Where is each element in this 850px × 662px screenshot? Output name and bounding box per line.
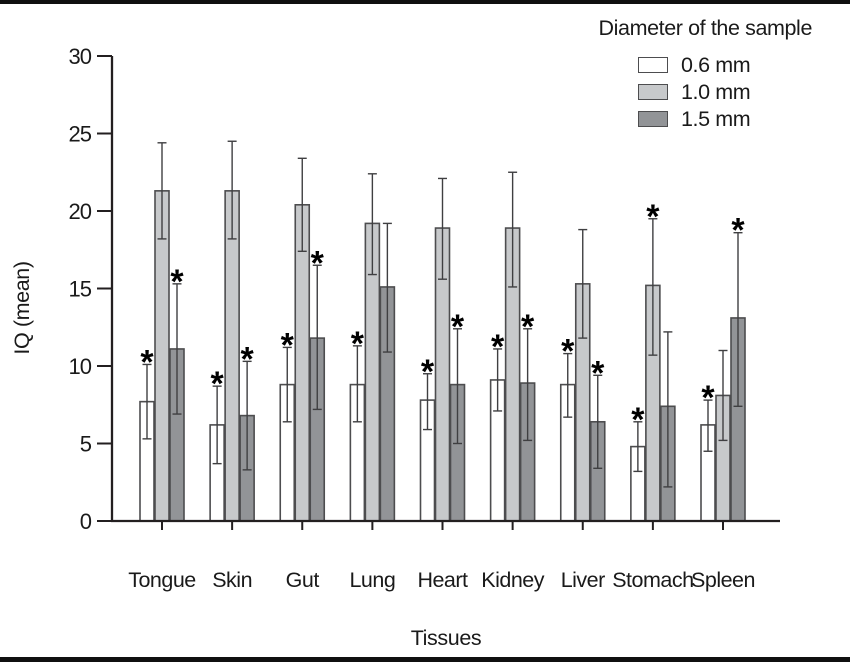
x-tick-label: Spleen [691, 568, 755, 592]
legend-label-0-6mm: 0.6 mm [681, 52, 751, 77]
significance-marker: * [421, 353, 435, 391]
significance-marker: * [170, 263, 184, 301]
significance-marker: * [451, 308, 465, 346]
y-tick-label: 20 [69, 199, 92, 224]
significance-marker: * [731, 212, 745, 250]
significance-marker: * [241, 340, 255, 378]
y-tick-label: 15 [69, 277, 92, 302]
x-tick-label: Skin [212, 568, 252, 592]
y-tick-label: 30 [69, 44, 92, 69]
bar [154, 190, 170, 522]
y-tick-label: 5 [80, 432, 92, 457]
legend-swatch-1-0mm [638, 84, 668, 100]
significance-marker: * [281, 326, 295, 364]
legend-label-1-5mm: 1.5 mm [681, 106, 751, 131]
x-axis-title: Tissues [410, 626, 482, 650]
significance-marker: * [631, 401, 645, 439]
x-tick-label: Heart [417, 568, 468, 592]
legend-swatch-1-5mm [638, 111, 668, 127]
x-tick-label: Gut [286, 568, 320, 592]
legend-label-1-0mm: 1.0 mm [681, 79, 751, 104]
significance-marker: * [491, 328, 505, 366]
x-tick-label: Lung [349, 568, 395, 592]
significance-marker: * [351, 325, 365, 363]
bar [224, 190, 240, 522]
top-border [0, 0, 850, 4]
legend-swatch-0-6mm [638, 57, 668, 73]
y-tick-label: 10 [69, 354, 92, 379]
significance-marker: * [561, 333, 575, 371]
significance-marker: * [646, 198, 660, 236]
bottom-border [0, 657, 850, 662]
x-tick-label: Tongue [128, 568, 196, 592]
significance-marker: * [521, 308, 535, 346]
significance-marker: * [591, 354, 605, 392]
significance-marker: * [311, 244, 325, 282]
bar [294, 204, 311, 522]
significance-marker: * [211, 365, 225, 403]
legend: Diameter of the sample 0.6 mm 1.0 mm 1.5… [576, 16, 813, 131]
legend-item-1-5mm: 1.5 mm [638, 106, 812, 131]
significance-marker: * [701, 379, 715, 417]
legend-item-0-6mm: 0.6 mm [638, 52, 812, 77]
y-tick-label: 25 [69, 122, 92, 147]
x-tick-label: Kidney [481, 568, 544, 592]
legend-title: Diameter of the sample [598, 16, 813, 40]
x-tick-label: Stomach [612, 568, 693, 592]
y-tick-label: 0 [80, 509, 92, 534]
y-axis-title: IQ (mean) [10, 261, 34, 355]
x-tick-label: Liver [561, 568, 605, 592]
legend-item-1-0mm: 1.0 mm [638, 79, 812, 104]
significance-marker: * [140, 343, 154, 381]
